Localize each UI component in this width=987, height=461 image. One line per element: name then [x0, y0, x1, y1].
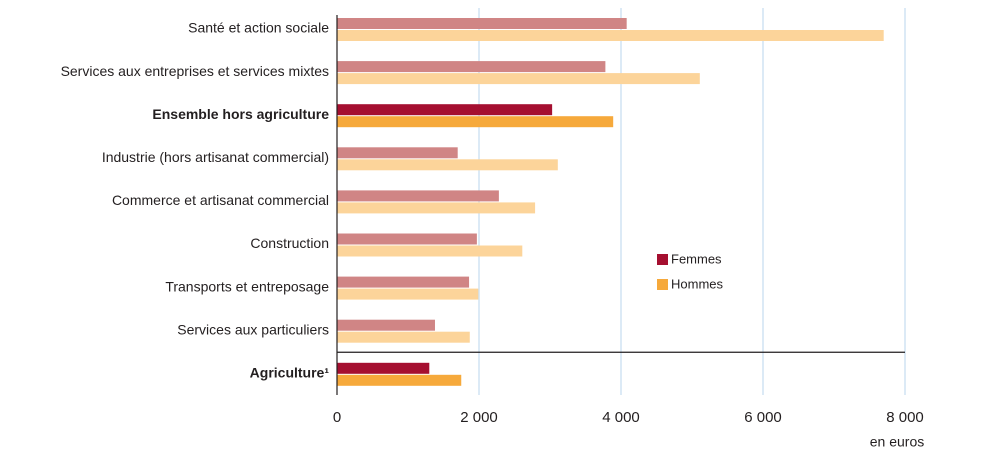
bar [337, 116, 614, 128]
x-tick-label: 0 [333, 409, 341, 426]
y-tick-label: Ensemble hors agriculture [152, 106, 329, 122]
x-axis-label: en euros [870, 434, 924, 450]
legend-swatch [657, 279, 668, 290]
y-tick-label: Agriculture¹ [250, 365, 330, 381]
legend-label: Femmes [671, 251, 722, 266]
bar [337, 73, 700, 85]
x-tick-label: 8 000 [886, 409, 924, 426]
bar [337, 147, 458, 159]
bar [337, 18, 627, 29]
bar [337, 331, 470, 343]
y-tick-label: Construction [250, 235, 329, 251]
bar [337, 319, 435, 331]
legend-swatch [657, 254, 668, 265]
bar [337, 362, 430, 374]
y-tick-label: Transports et entreposage [165, 278, 329, 294]
bar [337, 245, 523, 257]
x-tick-label: 2 000 [460, 409, 498, 426]
bar [337, 30, 884, 41]
y-tick-label: Industrie (hors artisanat commercial) [102, 149, 329, 165]
y-tick-label: Services aux entreprises et services mix… [61, 63, 329, 79]
bar [337, 190, 499, 202]
x-tick-label: 6 000 [744, 409, 782, 426]
y-tick-label: Commerce et artisanat commercial [112, 192, 329, 208]
bar [337, 159, 558, 171]
y-tick-label: Santé et action sociale [188, 20, 329, 36]
legend-label: Hommes [671, 276, 724, 291]
y-tick-label: Services aux particuliers [177, 321, 329, 337]
bar [337, 104, 553, 116]
bar [337, 61, 606, 73]
x-tick-label: 4 000 [602, 409, 640, 426]
bar [337, 202, 536, 214]
bar [337, 288, 479, 300]
bar [337, 374, 462, 386]
bar [337, 276, 470, 288]
bar [337, 233, 477, 245]
